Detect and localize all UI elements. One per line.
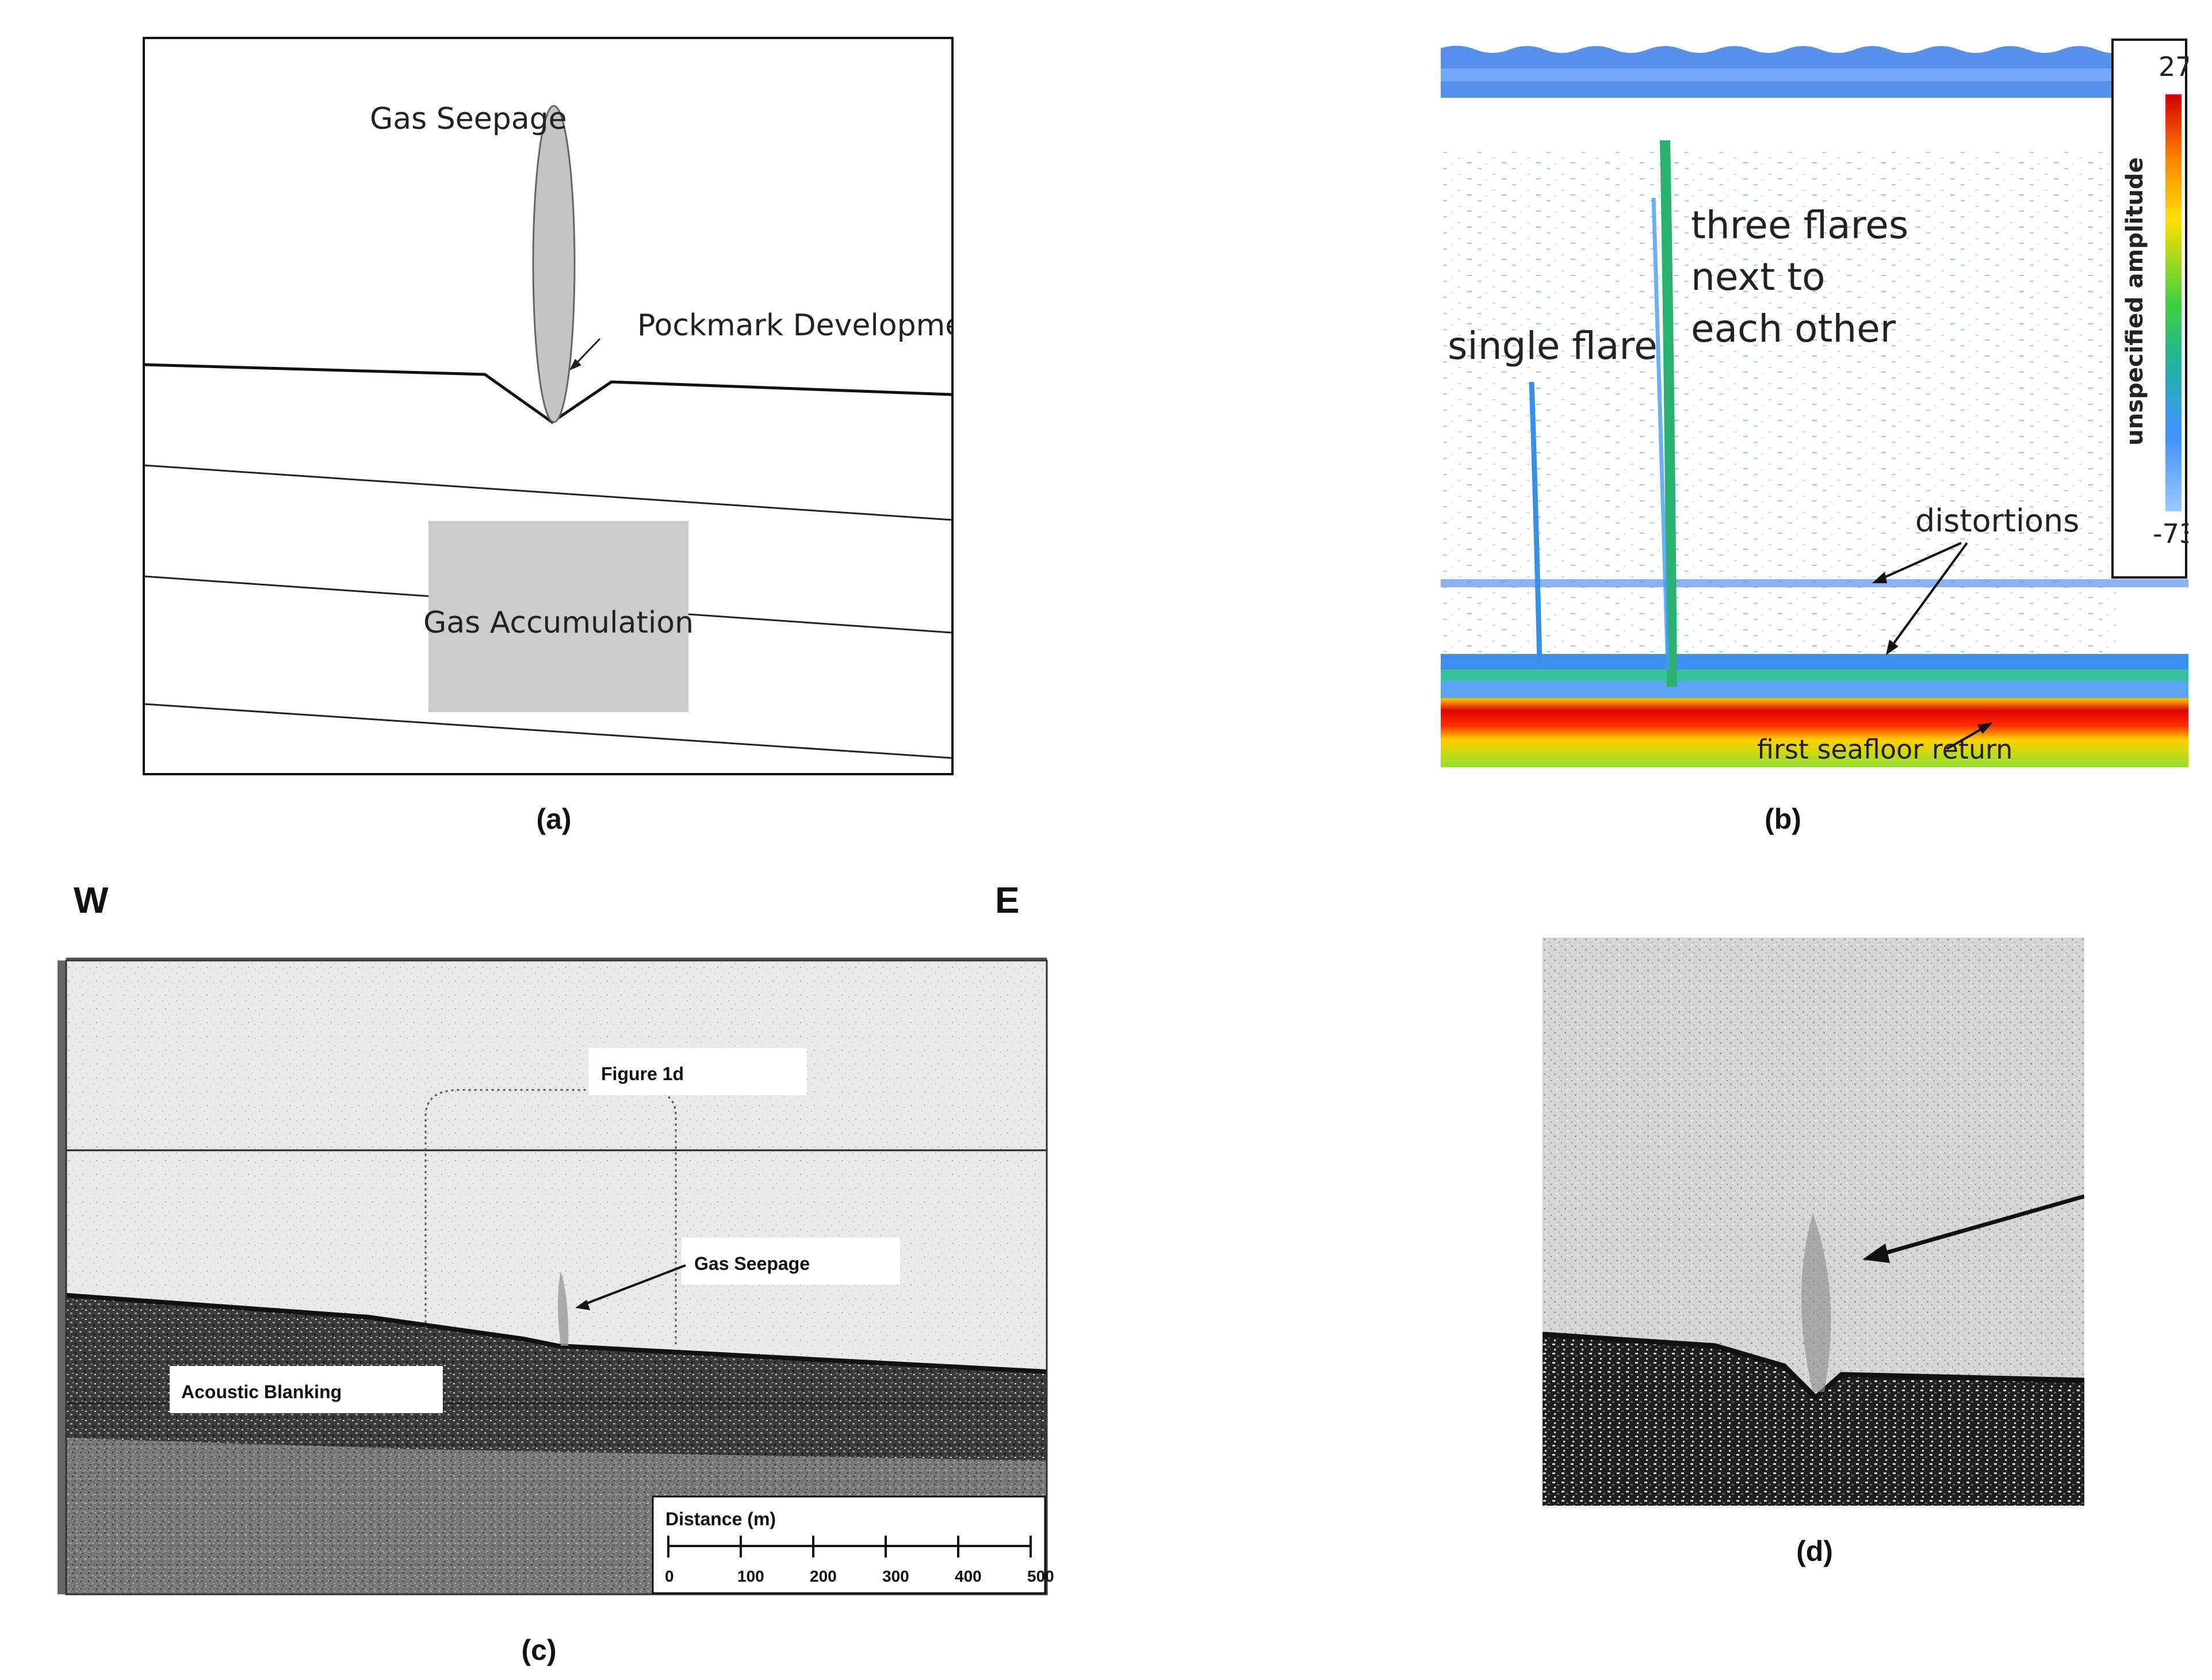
three-flares-label-line3: each other <box>1691 307 1896 351</box>
near-seafloor-band-3 <box>1441 681 2188 698</box>
figure-1d-outline <box>424 1089 677 1346</box>
gas-seepage-label-c: Gas Seepage <box>694 1253 810 1274</box>
three-flares-side <box>1651 197 1670 670</box>
gas-seepage-label: Gas Seepage <box>370 102 567 136</box>
colorbar-title: unspecified amplitude <box>2122 157 2148 445</box>
scale-tick-label: 500 <box>1027 1567 1054 1585</box>
distortion-band <box>1441 579 2188 587</box>
zoom-arrow <box>1876 1194 2084 1258</box>
scale-tick-label: 100 <box>737 1567 764 1585</box>
figure-1d-box <box>588 1048 807 1095</box>
gas-seepage-box <box>682 1238 900 1285</box>
colorbar-gradient <box>2165 94 2182 511</box>
seepage-plume <box>558 1271 569 1346</box>
profile-frame <box>65 959 1048 1595</box>
direction-east: E <box>995 879 1020 921</box>
distortion-arrow-2-head <box>1886 640 1899 655</box>
near-seafloor-band-2 <box>1441 669 2188 681</box>
gas-accumulation-box <box>428 521 688 712</box>
three-flares-label-line2: next to <box>1691 255 1825 299</box>
gas-seepage-plume <box>532 105 576 423</box>
scale-tick-label: 200 <box>810 1567 837 1585</box>
zoom-seepage-plume <box>1801 1214 1831 1392</box>
scale-bar-ticks: 0 100 200 300 400 500 <box>665 1536 1054 1585</box>
pockmark-arrow-head <box>569 359 581 370</box>
seafloor-label: first seafloor return <box>1757 734 2012 765</box>
panel-c-seismic-profile: Figure 1d Gas Seepage Acoustic Blanking … <box>58 958 1054 1595</box>
gas-seepage-arrow-head <box>575 1300 590 1310</box>
gas-accumulation-label: Gas Accumulation <box>423 606 694 640</box>
colorbar-max: 27 <box>2159 51 2188 82</box>
direction-west: W <box>74 879 109 921</box>
caption-a: (a) <box>536 803 572 835</box>
scale-bar-title: Distance (m) <box>665 1509 776 1529</box>
distortion-arrow-1 <box>1877 542 1962 581</box>
distortion-arrow-1-head <box>1872 572 1887 583</box>
pockmark-label: Pockmark Development <box>637 308 954 343</box>
caption-c: (c) <box>521 1634 557 1666</box>
seafloor-return <box>1441 698 2188 767</box>
single-flare <box>1529 381 1543 664</box>
colorbar-min: -73 <box>2153 518 2188 549</box>
depth-axis <box>58 960 66 1594</box>
three-flares-label-line1: three flares <box>1691 203 1908 247</box>
figure-1d-label: Figure 1d <box>601 1063 684 1084</box>
scale-tick-label: 300 <box>882 1567 909 1585</box>
surface-return-band <box>1441 68 2119 81</box>
distortions-label: distortions <box>1915 503 2079 539</box>
three-flares <box>1660 140 1677 687</box>
acoustic-blanking-box <box>170 1366 443 1413</box>
scale-tick-label: 0 <box>665 1567 674 1585</box>
acoustic-blanking-label: Acoustic Blanking <box>181 1381 342 1402</box>
panel-a-diagram: Gas Accumulation Gas Seepage Pockmark De… <box>143 37 954 775</box>
caption-d: (d) <box>1796 1535 1833 1567</box>
seafloor-reflector <box>66 1293 1047 1374</box>
layer-line-1 <box>143 464 953 521</box>
zoom-seafloor <box>1543 1331 2084 1402</box>
single-flare-label: single flare <box>1448 324 1658 368</box>
near-seafloor-band-1 <box>1441 654 2188 671</box>
caption-b: (b) <box>1765 803 1801 835</box>
distortion-arrow-2 <box>1888 542 1968 650</box>
zoom-arrow-head <box>1862 1243 1890 1263</box>
panel-d-zoom <box>1543 937 2084 1506</box>
panel-b-echogram: single flare three flares next to each o… <box>1441 37 2188 767</box>
scale-tick-label: 400 <box>955 1567 982 1585</box>
layer-line-3 <box>143 703 953 759</box>
seafloor-arrow-head <box>1977 722 1993 734</box>
gas-seepage-arrow <box>580 1264 686 1307</box>
